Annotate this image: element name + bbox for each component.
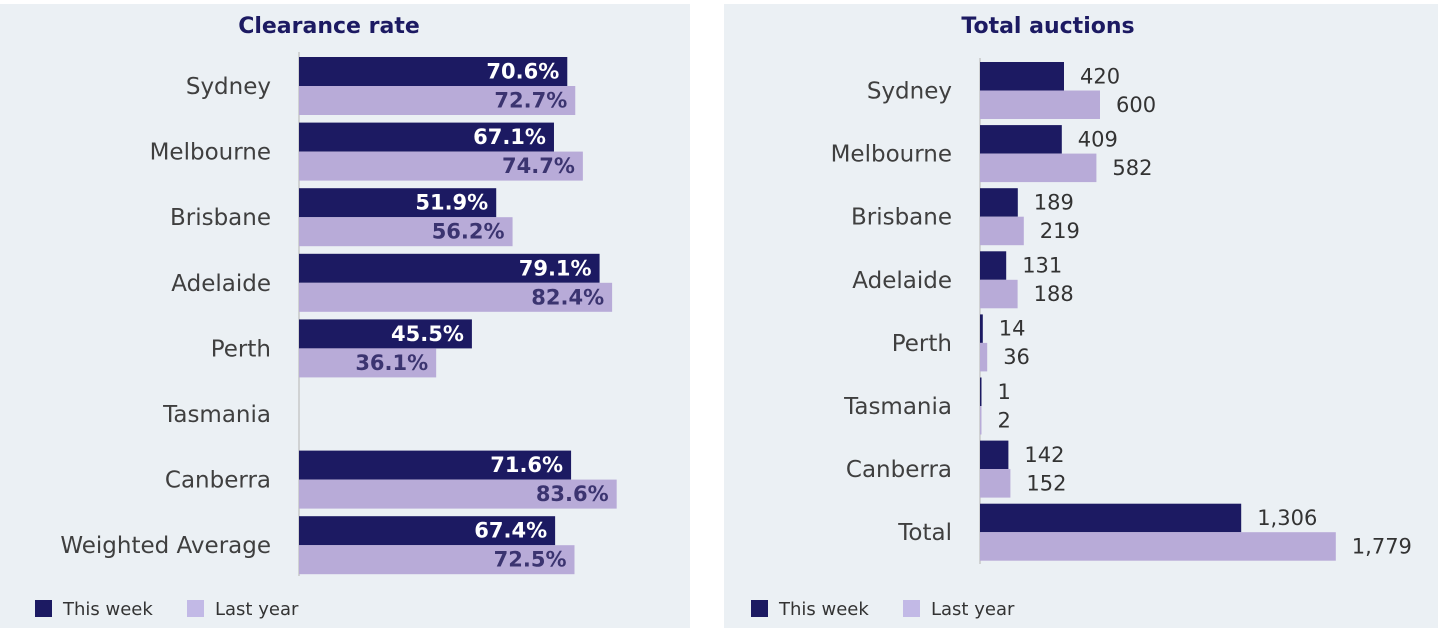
- data-label-this-week-adelaide: 79.1%: [519, 256, 592, 280]
- legend-label-this-week: This week: [778, 599, 869, 620]
- legend-swatch-this-week: [35, 600, 52, 617]
- bar-last-year-canberra: [299, 479, 617, 509]
- legend-swatch-last-year: [187, 600, 204, 617]
- data-label-last-year-total: 1,779: [1352, 534, 1412, 558]
- bar-this-week-sydney: [980, 62, 1064, 91]
- legend-swatch-this-week: [751, 600, 768, 617]
- bar-last-year-sydney: [980, 90, 1100, 119]
- bar-this-week-weighted-average: [299, 516, 556, 546]
- bar-last-year-canberra: [980, 469, 1011, 498]
- bar-this-week-melbourne: [299, 122, 554, 152]
- data-label-this-week-brisbane: 51.9%: [415, 191, 488, 215]
- data-label-this-week-sydney: 420: [1080, 64, 1120, 88]
- category-label-weighted-average: Weighted Average: [60, 533, 271, 559]
- data-label-last-year-canberra: 152: [1026, 471, 1066, 495]
- data-label-last-year-adelaide: 188: [1034, 282, 1074, 306]
- legend-label-this-week: This week: [62, 599, 153, 620]
- category-label-brisbane: Brisbane: [170, 205, 271, 231]
- category-label-canberra: Canberra: [165, 468, 271, 494]
- bar-this-week-brisbane: [299, 188, 497, 218]
- bar-this-week-perth: [980, 314, 983, 343]
- bar-this-week-adelaide: [980, 251, 1007, 280]
- bar-last-year-adelaide: [980, 279, 1018, 309]
- total-auctions-chart: Total auctions Sydney 420 600 Melbourne 409 58…: [751, 14, 1412, 620]
- bar-last-year-perth: [299, 348, 437, 378]
- bar-this-week-brisbane: [980, 188, 1018, 217]
- category-label-tasmania: Tasmania: [843, 394, 952, 420]
- bar-last-year-tasmania: [980, 406, 982, 435]
- total-auctions-panel: Total auctions Sydney 420 600 Melbourne 409 58…: [724, 4, 1438, 628]
- data-label-this-week-melbourne: 67.1%: [473, 125, 546, 149]
- legend-swatch-last-year: [903, 600, 920, 617]
- data-label-this-week-tasmania: 1: [998, 380, 1011, 404]
- data-label-this-week-canberra: 142: [1024, 443, 1064, 467]
- data-label-this-week-total: 1,306: [1257, 506, 1317, 530]
- bar-this-week-canberra: [980, 440, 1009, 470]
- category-label-canberra: Canberra: [846, 457, 952, 483]
- category-label-melbourne: Melbourne: [831, 142, 952, 168]
- data-label-last-year-tasmania: 2: [998, 408, 1011, 432]
- category-label-melbourne: Melbourne: [150, 140, 271, 166]
- bar-last-year-adelaide: [299, 282, 613, 312]
- bar-last-year-melbourne: [980, 153, 1097, 183]
- bar-this-week-perth: [299, 319, 472, 349]
- category-label-sydney: Sydney: [186, 74, 271, 100]
- bar-last-year-brisbane: [980, 216, 1024, 246]
- category-label-adelaide: Adelaide: [852, 268, 952, 294]
- category-label-total: Total: [897, 520, 952, 546]
- bar-last-year-perth: [980, 342, 988, 372]
- category-label-adelaide: Adelaide: [171, 271, 271, 297]
- bar-this-week-total: [980, 503, 1242, 533]
- data-label-last-year-perth: 36.1%: [355, 351, 428, 375]
- bar-this-week-tasmania: [980, 377, 982, 406]
- category-label-sydney: Sydney: [867, 79, 952, 105]
- bar-this-week-melbourne: [980, 125, 1062, 154]
- data-label-last-year-sydney: 600: [1116, 93, 1156, 117]
- data-label-this-week-sydney: 70.6%: [486, 60, 559, 84]
- data-label-last-year-perth: 36: [1003, 345, 1030, 369]
- data-label-this-week-perth: 14: [999, 317, 1026, 341]
- chart-title: Total auctions: [961, 14, 1134, 39]
- category-label-perth: Perth: [892, 331, 952, 357]
- data-label-last-year-adelaide: 82.4%: [531, 285, 604, 309]
- data-label-last-year-melbourne: 74.7%: [502, 154, 575, 178]
- category-label-brisbane: Brisbane: [851, 205, 952, 231]
- category-label-tasmania: Tasmania: [162, 402, 271, 428]
- bar-last-year-melbourne: [299, 151, 583, 181]
- data-label-last-year-brisbane: 56.2%: [432, 220, 505, 244]
- data-label-last-year-melbourne: 582: [1112, 156, 1152, 180]
- data-label-last-year-brisbane: 219: [1040, 219, 1080, 243]
- bar-last-year-total: [980, 532, 1336, 561]
- bar-this-week-sydney: [299, 57, 568, 86]
- data-label-this-week-melbourne: 409: [1078, 127, 1118, 151]
- bar-last-year-brisbane: [299, 217, 513, 247]
- clearance-rate-chart: Clearance rate Sydney 70.6% 72.7% Melbourne 6…: [35, 14, 617, 620]
- data-label-last-year-sydney: 72.7%: [494, 89, 567, 113]
- data-label-last-year-weighted-average: 72.5%: [494, 548, 567, 572]
- bar-this-week-adelaide: [299, 253, 600, 283]
- legend-label-last-year: Last year: [931, 599, 1015, 620]
- data-label-this-week-canberra: 71.6%: [490, 453, 563, 477]
- category-label-perth: Perth: [211, 336, 271, 362]
- data-label-this-week-brisbane: 189: [1034, 190, 1074, 214]
- legend-label-last-year: Last year: [215, 599, 299, 620]
- data-label-this-week-weighted-average: 67.4%: [474, 519, 547, 543]
- data-label-this-week-perth: 45.5%: [391, 322, 464, 346]
- data-label-last-year-canberra: 83.6%: [536, 482, 609, 506]
- chart-title: Clearance rate: [238, 14, 420, 39]
- bar-this-week-canberra: [299, 450, 572, 480]
- clearance-rate-panel: Clearance rate Sydney 70.6% 72.7% Melbourne 6…: [0, 4, 690, 628]
- bar-last-year-sydney: [299, 86, 576, 115]
- bar-last-year-weighted-average: [299, 545, 575, 575]
- data-label-this-week-adelaide: 131: [1022, 254, 1062, 278]
